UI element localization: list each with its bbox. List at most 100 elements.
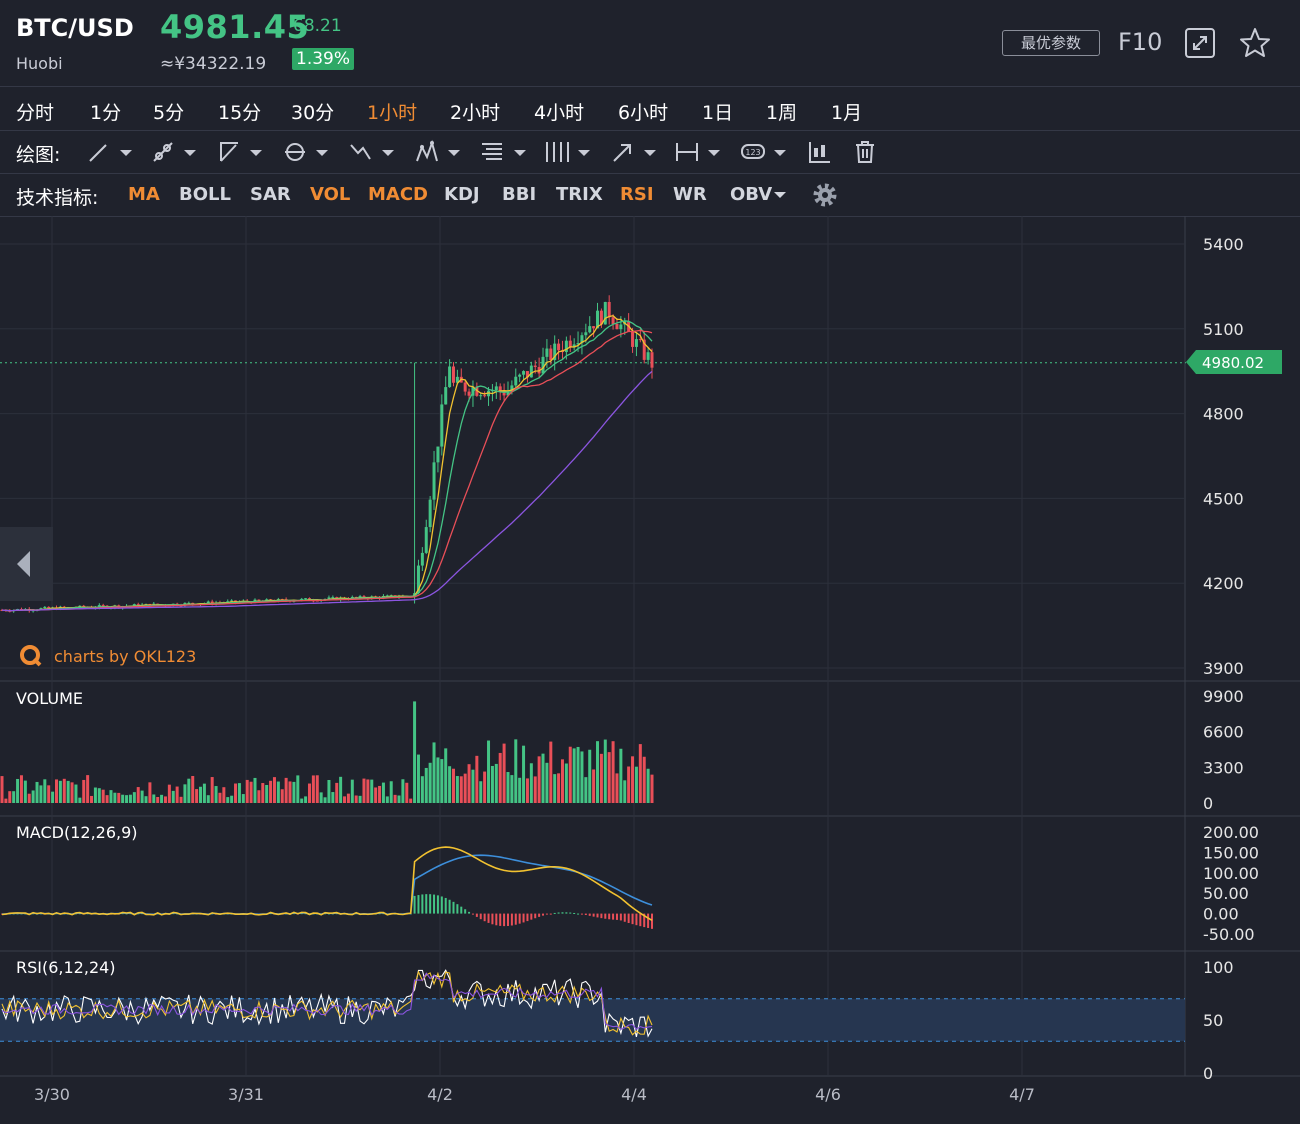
macd-histogram-bar <box>491 913 494 925</box>
candle-body <box>440 404 444 447</box>
star-icon[interactable] <box>1238 26 1272 60</box>
drawing-label: 绘图: <box>16 144 61 166</box>
volume-bar <box>105 795 109 803</box>
candle-body <box>191 602 195 604</box>
date-tick-label: 4/6 <box>815 1085 841 1104</box>
label-tool-icon[interactable]: 123 <box>740 139 790 165</box>
macd-histogram-bar <box>503 913 506 927</box>
indicator-ma[interactable]: MA <box>128 184 160 205</box>
tab-timeframe-1mo[interactable]: 1月 <box>831 102 863 124</box>
gann-tool-icon[interactable] <box>544 139 594 165</box>
range-tool-icon[interactable] <box>674 139 724 165</box>
volume-bar <box>0 776 4 803</box>
volume-bar <box>121 794 125 803</box>
indicator-obv[interactable]: OBV <box>730 184 773 205</box>
volume-bar <box>343 796 347 803</box>
volume-bar <box>397 795 401 803</box>
indicator-vol[interactable]: VOL <box>310 184 351 205</box>
watermark: charts by QKL123 <box>20 645 196 667</box>
volume-bar <box>140 790 144 803</box>
candle-body <box>479 395 483 397</box>
volume-bar <box>440 759 444 803</box>
volume-bar <box>638 744 642 803</box>
channel-tool-icon[interactable] <box>216 139 266 165</box>
tab-timeframe-4h[interactable]: 4小时 <box>534 102 585 124</box>
macd-histogram-bar <box>557 912 560 914</box>
chart-area[interactable]: 5400 5100 4800 4500 4200 3900 9900 6600 3300 0 200… <box>0 216 1300 1124</box>
candle-body <box>646 352 650 360</box>
indicator-kdj[interactable]: KDJ <box>444 184 480 205</box>
rsi-line <box>1 969 653 1038</box>
macd-histogram-bar <box>569 912 572 914</box>
indicator-rsi[interactable]: RSI <box>620 184 654 205</box>
candle-body <box>514 376 518 386</box>
volume-bar <box>234 783 238 803</box>
tab-timeframe-5m[interactable]: 5分 <box>153 102 185 124</box>
trash-icon[interactable] <box>852 139 878 165</box>
indicator-sar[interactable]: SAR <box>250 184 291 205</box>
macd-histogram-bar <box>440 896 443 914</box>
indicator-macd[interactable]: MACD <box>368 184 428 205</box>
tab-timeframe-2h[interactable]: 2小时 <box>450 102 501 124</box>
candles-tool-icon[interactable] <box>806 139 832 165</box>
tab-timeframe-minute-line[interactable]: 分时 <box>16 102 55 124</box>
candle-body <box>533 365 537 368</box>
arrow-tool-icon[interactable] <box>610 139 660 165</box>
volume-bar <box>187 778 191 803</box>
candle-body <box>451 366 455 383</box>
candle-body <box>502 390 506 396</box>
tab-timeframe-1m[interactable]: 1分 <box>90 102 122 124</box>
macd-histogram-bar <box>549 913 552 915</box>
volume-bar <box>307 783 311 803</box>
tab-timeframe-30m[interactable]: 30分 <box>291 102 335 124</box>
candle-body <box>529 365 533 378</box>
tab-timeframe-1d[interactable]: 1日 <box>702 102 734 124</box>
macd-histogram-bar <box>565 912 568 914</box>
ray-tool-icon[interactable] <box>150 139 200 165</box>
collapse-left-button[interactable] <box>0 527 53 601</box>
pattern-tool-icon[interactable] <box>414 139 464 165</box>
macd-histogram-bar <box>635 913 638 926</box>
indicator-wr[interactable]: WR <box>673 184 707 205</box>
settings-gear-icon[interactable] <box>812 182 838 208</box>
obv-dropdown-icon[interactable] <box>774 190 786 200</box>
volume-bar <box>557 773 561 803</box>
volume-bar <box>230 795 234 803</box>
tab-timeframe-1h[interactable]: 1小时 <box>367 102 418 124</box>
chevron-left-icon[interactable] <box>17 551 30 577</box>
macd-histogram-bar <box>577 913 580 915</box>
tab-timeframe-1w[interactable]: 1周 <box>766 102 798 124</box>
volume-bar <box>62 778 66 803</box>
fib-tool-icon[interactable] <box>480 139 530 165</box>
f10-button[interactable]: F10 <box>1118 28 1163 56</box>
date-tick-label: 3/30 <box>34 1085 70 1104</box>
candle-body <box>436 446 440 463</box>
zigzag-tool-icon[interactable] <box>348 139 398 165</box>
best-params-button[interactable]: 最优参数 <box>1002 30 1100 56</box>
candle-body <box>82 605 86 608</box>
line-tool-icon[interactable] <box>86 139 136 165</box>
indicator-bbi[interactable]: BBI <box>502 184 537 205</box>
macd-histogram-bar <box>561 912 564 914</box>
circle-tool-icon[interactable] <box>282 139 332 165</box>
watermark-text: charts by QKL123 <box>54 647 196 666</box>
fullscreen-icon[interactable] <box>1183 26 1217 60</box>
volume-bar <box>623 780 627 803</box>
candle-body <box>483 395 487 397</box>
macd-histogram-bar <box>580 913 583 915</box>
candle-body <box>327 597 331 599</box>
indicator-trix[interactable]: TRIX <box>556 184 603 205</box>
volume-bar <box>152 794 156 803</box>
volume-bar <box>27 793 31 803</box>
volume-bar <box>413 701 417 803</box>
tab-timeframe-6h[interactable]: 6小时 <box>618 102 669 124</box>
indicator-boll[interactable]: BOLL <box>179 184 231 205</box>
macd-histogram-bar <box>522 913 525 923</box>
macd-histogram-bar <box>444 897 447 914</box>
volume-bar <box>549 741 553 803</box>
tab-timeframe-15m[interactable]: 15分 <box>218 102 262 124</box>
candle-body <box>494 386 498 391</box>
macd-histogram-bar <box>588 913 591 916</box>
rsi-chart <box>0 969 1185 1042</box>
macd-histogram-bar <box>553 912 556 914</box>
